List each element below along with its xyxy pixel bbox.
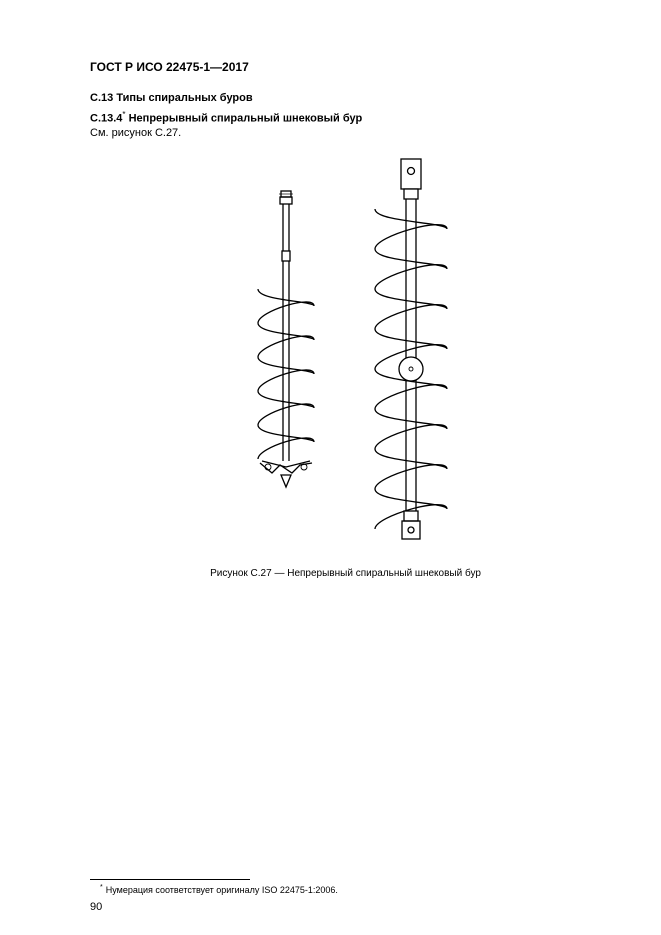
standard-header: ГОСТ Р ИСО 22475-1—2017 [90, 60, 601, 74]
figure-wrap: Рисунок С.27 — Непрерывный спиральный шн… [90, 149, 601, 579]
section-title-text: Типы спиральных буров [116, 92, 252, 104]
footnote: *Нумерация соответствует оригиналу ISO 2… [100, 884, 338, 895]
figure-caption: Рисунок С.27 — Непрерывный спиральный шн… [90, 568, 601, 579]
subsection-num: С.13.4 [90, 113, 122, 125]
see-figure-text: См. рисунок С.27. [90, 127, 601, 139]
subsection-title: Непрерывный спиральный шнековый бур [129, 113, 363, 125]
auger-figure-svg [191, 149, 501, 549]
page-number: 90 [90, 901, 102, 913]
subsection-mark: * [122, 110, 125, 119]
footnote-mark: * [100, 884, 103, 891]
page: ГОСТ Р ИСО 22475-1—2017 С.13 Типы спирал… [0, 0, 661, 935]
section-title: С.13 Типы спиральных буров [90, 92, 601, 104]
subsection-line: С.13.4* Непрерывный спиральный шнековый … [90, 110, 601, 125]
footnote-rule [90, 879, 250, 880]
section-num: С.13 [90, 92, 113, 104]
footnote-text: Нумерация соответствует оригиналу ISO 22… [106, 885, 338, 895]
